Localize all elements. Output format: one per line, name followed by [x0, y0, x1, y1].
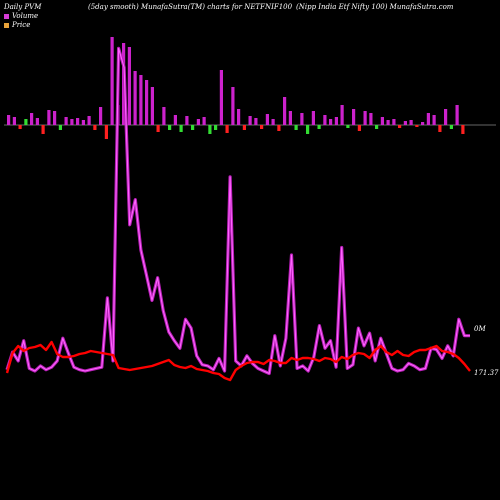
pvm-bar	[242, 125, 246, 130]
pvm-bar	[168, 125, 172, 130]
pvm-bar	[18, 125, 22, 129]
pvm-bar	[426, 113, 430, 125]
pvm-bar	[12, 117, 16, 125]
legend-price-label: Price	[12, 21, 31, 29]
pvm-bar	[208, 125, 212, 134]
pvm-bar	[93, 125, 97, 130]
chart-subtitle: (5day smooth) MunafaSutra(TM) charts for…	[88, 3, 293, 11]
pvm-bar	[179, 125, 183, 132]
pvm-bar	[191, 125, 195, 130]
pvm-bar	[81, 120, 85, 125]
pvm-bar	[145, 80, 149, 125]
legend-volume-label: Volume	[12, 12, 39, 20]
pvm-bar	[421, 122, 425, 125]
pvm-bar	[196, 119, 200, 125]
pvm-bar	[444, 109, 448, 125]
pvm-bar	[104, 125, 108, 139]
pvm-bar	[432, 115, 436, 125]
pvm-bar	[260, 125, 264, 129]
pvm-bar	[340, 105, 344, 125]
pvm-bar	[225, 125, 229, 133]
pvm-bar	[162, 107, 166, 125]
pvm-bar	[449, 125, 453, 129]
pvm-bar	[288, 111, 292, 125]
pvm-bar	[455, 105, 459, 125]
pvm-bar	[219, 70, 223, 125]
pvm-bar	[110, 37, 114, 125]
pvm-bar	[375, 125, 379, 129]
pvm-bar	[380, 117, 384, 125]
pvm-bar	[300, 113, 304, 125]
pvm-bar	[317, 125, 321, 129]
pvm-bar	[24, 119, 28, 125]
legend-volume-swatch	[4, 13, 9, 19]
pvm-bar	[76, 118, 80, 125]
pvm-bar	[461, 125, 465, 134]
pvm-bar	[306, 125, 310, 134]
volume-end-label: 0M	[474, 325, 486, 333]
pvm-bar	[265, 114, 269, 125]
pvm-bar	[7, 115, 11, 125]
pvm-bar	[214, 125, 218, 130]
pvm-bar	[271, 119, 275, 125]
pvm-bar	[99, 107, 103, 125]
pvm-bar	[139, 75, 143, 125]
pvm-bar	[369, 113, 373, 125]
pvm-bar	[334, 117, 338, 125]
pvm-bar	[231, 87, 235, 125]
pvm-bar	[185, 116, 189, 125]
price-end-label: 171.37	[474, 369, 499, 377]
series-lines	[5, 46, 471, 382]
price-line	[5, 340, 471, 382]
pvm-bar	[64, 117, 68, 125]
pvm-bar	[277, 125, 281, 131]
chart-type-label: Daily PVM	[4, 3, 42, 11]
pvm-bar	[363, 111, 367, 125]
pvm-bar	[237, 109, 241, 125]
pvm-bar	[127, 47, 131, 125]
pvm-bar	[415, 125, 419, 127]
pvm-bar	[173, 115, 177, 125]
volume-line-outer	[5, 46, 470, 376]
pvm-bar	[70, 119, 74, 125]
pvm-bar	[156, 125, 160, 132]
legend-price: Price	[4, 21, 30, 29]
pvm-bar	[438, 125, 442, 132]
pvm-bar	[254, 118, 258, 125]
pvm-bar	[283, 97, 287, 125]
pvm-bar	[47, 110, 51, 125]
pvm-bar	[248, 116, 252, 125]
pvm-bar	[329, 119, 333, 125]
pvm-bar	[398, 125, 402, 128]
pvm-bar	[409, 120, 413, 125]
chart-title: (Nipp India Etf Nifty 100) MunafaSutra.c…	[296, 3, 454, 11]
pvm-bars	[7, 37, 465, 139]
pvm-bar	[294, 125, 298, 130]
pvm-bar	[133, 71, 137, 125]
pvm-bar	[392, 119, 396, 125]
legend-price-swatch	[4, 22, 9, 28]
pvm-bar	[346, 125, 350, 128]
pvm-bar	[352, 109, 356, 125]
pvm-bar	[58, 125, 62, 130]
pvm-bar	[403, 121, 407, 125]
volume-line	[6, 47, 470, 375]
pvm-bar	[202, 117, 206, 125]
pvm-bar	[30, 113, 34, 125]
pvm-bar	[357, 125, 361, 131]
pvm-bar	[35, 118, 39, 125]
pvm-bar	[41, 125, 45, 134]
pvm-bar	[150, 87, 154, 125]
pvm-bar	[87, 116, 91, 125]
pvm-bar	[323, 115, 327, 125]
pvm-bar	[311, 111, 315, 125]
pvm-bar	[53, 111, 57, 125]
legend-volume: Volume	[4, 12, 38, 20]
pvm-bar	[386, 120, 390, 125]
